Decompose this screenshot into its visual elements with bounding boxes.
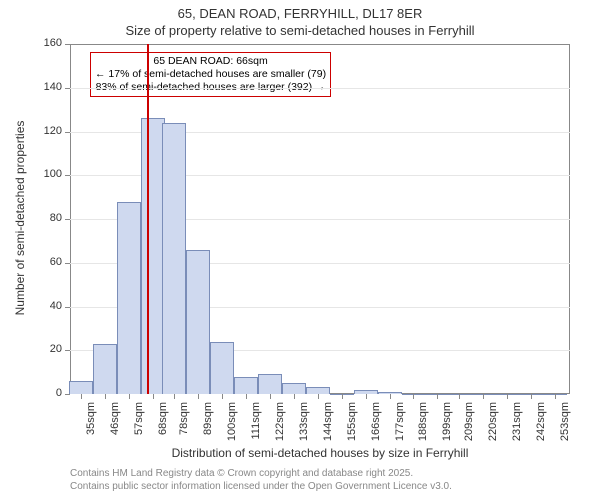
- xtick-label: 242sqm: [535, 402, 547, 446]
- xtick-label: 122sqm: [274, 402, 286, 446]
- ytick-mark: [65, 307, 70, 308]
- histogram-bar: [162, 123, 186, 394]
- ytick-mark: [65, 394, 70, 395]
- ytick-label: 80: [34, 212, 62, 224]
- xtick-label: 57sqm: [133, 402, 145, 446]
- xtick-label: 68sqm: [157, 402, 169, 446]
- ytick-mark: [65, 88, 70, 89]
- footer-line1: Contains HM Land Registry data © Crown c…: [70, 468, 452, 481]
- histogram-bar: [141, 118, 165, 394]
- ytick-label: 120: [34, 125, 62, 137]
- footer-attribution: Contains HM Land Registry data © Crown c…: [70, 468, 452, 493]
- xtick-mark: [222, 394, 223, 399]
- ytick-mark: [65, 219, 70, 220]
- xtick-mark: [531, 394, 532, 399]
- xtick-label: 133sqm: [298, 402, 310, 446]
- marker-vertical-line: [147, 44, 149, 394]
- xtick-label: 144sqm: [322, 402, 334, 446]
- xtick-mark: [270, 394, 271, 399]
- ytick-label: 40: [34, 300, 62, 312]
- histogram-bar: [93, 344, 117, 394]
- annotation-line1: 65 DEAN ROAD: 66sqm: [95, 55, 326, 68]
- xtick-mark: [459, 394, 460, 399]
- xtick-label: 155sqm: [346, 402, 358, 446]
- xtick-label: 100sqm: [226, 402, 238, 446]
- ytick-mark: [65, 132, 70, 133]
- xtick-label: 46sqm: [109, 402, 121, 446]
- xtick-label: 166sqm: [370, 402, 382, 446]
- xtick-mark: [390, 394, 391, 399]
- gridline-h: [70, 88, 570, 89]
- ytick-mark: [65, 350, 70, 351]
- xtick-mark: [507, 394, 508, 399]
- xtick-mark: [81, 394, 82, 399]
- histogram-bar: [186, 250, 210, 394]
- xtick-label: 199sqm: [441, 402, 453, 446]
- xtick-label: 177sqm: [394, 402, 406, 446]
- xtick-label: 253sqm: [559, 402, 571, 446]
- y-axis-label: Number of semi-detached properties: [13, 68, 27, 368]
- ytick-label: 0: [34, 387, 62, 399]
- histogram-bar: [210, 342, 234, 395]
- chart-title-address: 65, DEAN ROAD, FERRYHILL, DL17 8ER: [0, 0, 600, 21]
- xtick-mark: [174, 394, 175, 399]
- xtick-mark: [294, 394, 295, 399]
- histogram-bar: [282, 383, 306, 394]
- ytick-mark: [65, 44, 70, 45]
- xtick-mark: [555, 394, 556, 399]
- ytick-mark: [65, 263, 70, 264]
- histogram-bar: [117, 202, 141, 395]
- xtick-label: 188sqm: [417, 402, 429, 446]
- annotation-callout: 65 DEAN ROAD: 66sqm ← 17% of semi-detach…: [90, 52, 331, 97]
- ytick-label: 140: [34, 81, 62, 93]
- x-axis-label: Distribution of semi-detached houses by …: [70, 446, 570, 460]
- ytick-mark: [65, 175, 70, 176]
- chart-title-description: Size of property relative to semi-detach…: [0, 21, 600, 38]
- xtick-label: 89sqm: [202, 402, 214, 446]
- footer-line2: Contains public sector information licen…: [70, 481, 452, 494]
- annotation-line2: ← 17% of semi-detached houses are smalle…: [95, 68, 326, 81]
- xtick-label: 231sqm: [511, 402, 523, 446]
- xtick-mark: [318, 394, 319, 399]
- xtick-mark: [198, 394, 199, 399]
- xtick-label: 111sqm: [250, 402, 262, 446]
- xtick-label: 78sqm: [178, 402, 190, 446]
- xtick-mark: [153, 394, 154, 399]
- xtick-mark: [366, 394, 367, 399]
- xtick-mark: [246, 394, 247, 399]
- ytick-label: 60: [34, 256, 62, 268]
- xtick-label: 220sqm: [487, 402, 499, 446]
- ytick-label: 100: [34, 168, 62, 180]
- xtick-mark: [483, 394, 484, 399]
- xtick-mark: [129, 394, 130, 399]
- xtick-mark: [437, 394, 438, 399]
- ytick-label: 160: [34, 37, 62, 49]
- xtick-mark: [413, 394, 414, 399]
- xtick-mark: [342, 394, 343, 399]
- histogram-bar: [258, 374, 282, 394]
- histogram-bar: [69, 381, 93, 394]
- xtick-mark: [105, 394, 106, 399]
- ytick-label: 20: [34, 343, 62, 355]
- xtick-label: 35sqm: [85, 402, 97, 446]
- xtick-label: 209sqm: [463, 402, 475, 446]
- histogram-bar: [234, 377, 258, 395]
